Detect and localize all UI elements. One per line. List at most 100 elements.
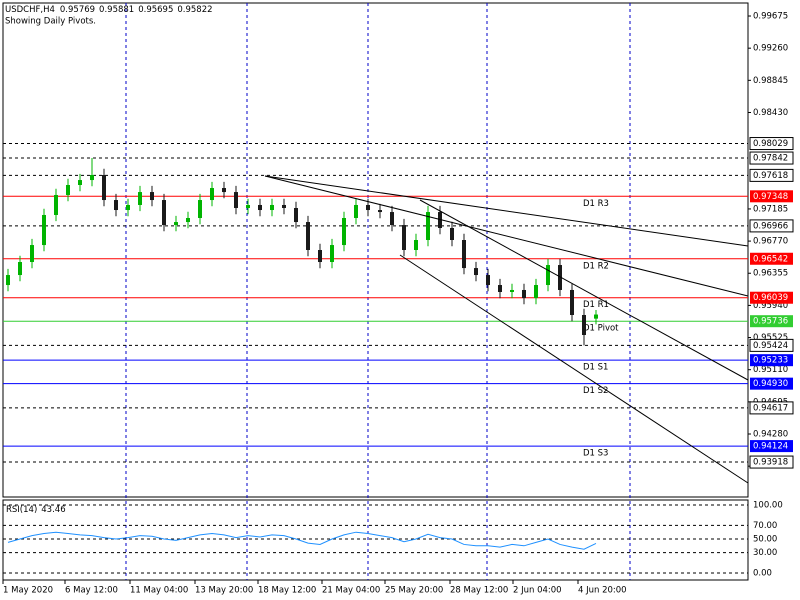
y-tick-label: 0.96355 xyxy=(753,269,788,279)
pivot-label: 0.95736 xyxy=(753,317,788,327)
rsi-tick-label: 0.00 xyxy=(753,568,772,578)
candle-body xyxy=(30,245,34,263)
rsi-tick-label: 70.00 xyxy=(753,521,777,531)
y-tick-label: 0.99260 xyxy=(753,44,788,54)
level-box xyxy=(749,455,794,469)
candle-body xyxy=(54,194,58,215)
pivot-name: D1 R1 xyxy=(583,300,609,310)
candle-body xyxy=(174,222,178,226)
level-label: 0.97618 xyxy=(753,171,788,181)
y-tick-label: 0.99675 xyxy=(753,12,788,22)
pivot-name: D1 S3 xyxy=(583,449,608,459)
level-label: 0.93918 xyxy=(753,458,788,468)
ohlc: 0.95769 xyxy=(60,5,95,15)
y-tick-label: 0.98430 xyxy=(753,108,788,118)
candle-body xyxy=(162,200,166,226)
candle-body xyxy=(114,200,118,211)
candle-body xyxy=(150,192,154,201)
candle-body xyxy=(294,208,298,223)
candle-body xyxy=(462,240,466,269)
candle-body xyxy=(570,289,574,316)
candle-body xyxy=(282,204,286,209)
pivot-box xyxy=(750,291,793,304)
pivot-box xyxy=(750,440,793,453)
level-box xyxy=(749,137,794,151)
pivot-name: D1 S2 xyxy=(583,386,608,396)
pivot-name: D1 S1 xyxy=(583,363,608,373)
candle-body xyxy=(582,315,586,335)
trendline xyxy=(419,199,749,381)
x-tick-label: 11 May 04:00 xyxy=(130,586,188,596)
level-box xyxy=(749,401,794,415)
candle-body xyxy=(486,275,490,286)
candle-body xyxy=(330,245,334,263)
y-tick-label: 0.95525 xyxy=(753,333,788,343)
symbol: USDCHF,H4 xyxy=(5,5,55,15)
candle-body xyxy=(78,180,82,185)
x-tick-label: 1 May 2020 xyxy=(3,586,53,596)
trendline xyxy=(264,175,749,247)
candle-body xyxy=(558,265,562,290)
x-tick-label: 6 May 12:00 xyxy=(65,586,118,596)
candle-body xyxy=(474,268,478,276)
y-tick-label: 0.97185 xyxy=(753,204,788,214)
x-tick-label: 25 May 20:00 xyxy=(385,586,443,596)
candle-body xyxy=(366,204,370,211)
level-label: 0.97842 xyxy=(753,154,788,164)
x-tick-label: 18 May 12:00 xyxy=(258,586,316,596)
level-label: 0.94617 xyxy=(753,403,788,413)
candle-body xyxy=(18,262,22,276)
candle-body xyxy=(234,192,238,209)
level-label: 0.98029 xyxy=(753,139,788,149)
pivot-name: D1 R2 xyxy=(583,261,609,271)
y-tick-label: 0.98845 xyxy=(753,76,788,86)
x-tick-label: 13 May 20:00 xyxy=(195,586,253,596)
level-label: 0.95424 xyxy=(753,341,788,351)
pivot-label: 0.94124 xyxy=(753,442,788,452)
rsi-name: RSI(14) xyxy=(6,505,37,515)
trendline xyxy=(399,254,749,484)
pivot-name: D1 R3 xyxy=(583,199,609,209)
pivot-label: 0.95233 xyxy=(753,356,788,366)
rsi-tick-label: 50.00 xyxy=(753,534,777,544)
candle-body xyxy=(102,175,106,201)
y-tick-label: 0.96770 xyxy=(753,237,788,247)
candle-body xyxy=(522,289,526,299)
candle-body xyxy=(246,204,250,209)
pivot-box xyxy=(750,190,793,203)
rsi-panel xyxy=(2,499,749,581)
subtitle: Showing Daily Pivots. xyxy=(5,17,96,27)
candle-body xyxy=(258,204,262,211)
candle-body xyxy=(42,214,46,246)
candle-body xyxy=(222,188,226,193)
ohlc: 0.95695 xyxy=(138,5,173,15)
rsi-tick-label: 100.00 xyxy=(753,500,783,510)
candle-body xyxy=(66,184,70,195)
candle-body xyxy=(594,314,598,319)
pivot-box xyxy=(750,315,793,328)
candle-body xyxy=(510,289,514,292)
level-box xyxy=(749,338,794,352)
candle-body xyxy=(354,204,358,219)
price-panel xyxy=(2,2,749,498)
candle-body xyxy=(450,227,454,241)
x-tick-label: 28 May 12:00 xyxy=(450,586,508,596)
candle-body xyxy=(342,218,346,246)
y-tick-label: 0.95110 xyxy=(753,365,788,375)
ohlc: 0.95881 xyxy=(99,5,134,15)
candle-body xyxy=(534,285,538,299)
pivot-label: 0.96039 xyxy=(753,293,788,303)
chart-header: USDCHF,H4 0.95769 0.95881 0.95695 0.95822 xyxy=(5,5,213,15)
pivot-label: 0.96542 xyxy=(753,254,788,264)
rsi-tick-label: 30.00 xyxy=(753,548,777,558)
candle-body xyxy=(270,204,274,211)
pivot-name: D1 Pivot xyxy=(583,324,619,334)
y-tick-label: 0.94280 xyxy=(753,430,788,440)
candle-body xyxy=(318,250,322,263)
x-tick-label: 21 May 04:00 xyxy=(322,586,380,596)
candles xyxy=(6,158,598,550)
levels: D1 R3 D1 R2 D1 R1 D1 Pivot D1 S1 D1 S2 D1 S3 xyxy=(3,143,748,574)
rsi-header: RSI(14) 43.46 xyxy=(6,505,66,515)
axis: 0.99675 0.99260 0.98845 0.98430 0.97185 0.967… xyxy=(2,12,794,596)
